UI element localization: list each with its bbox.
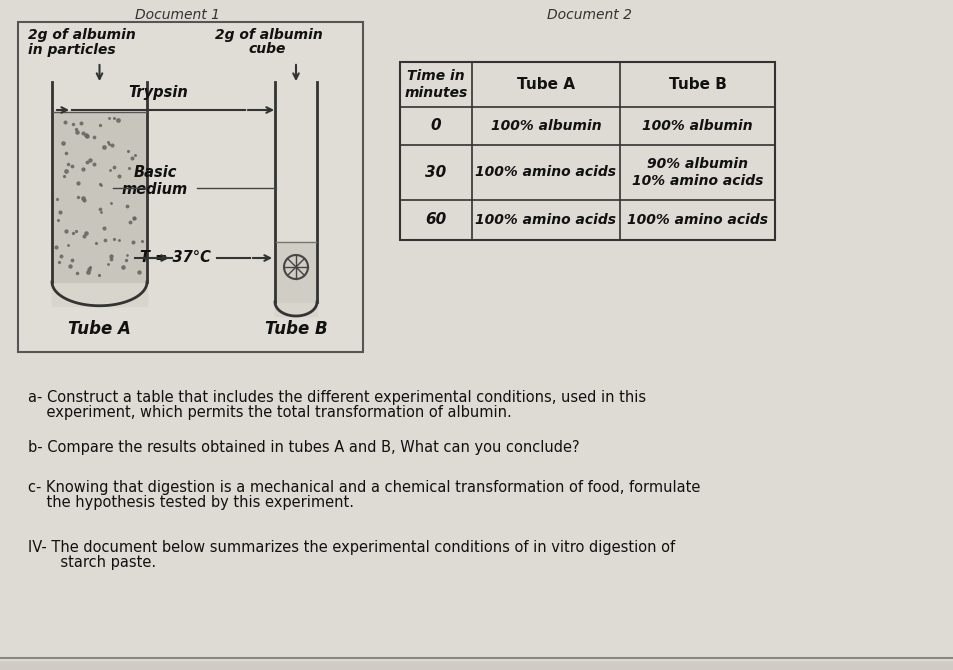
Text: 2g of albumin: 2g of albumin bbox=[214, 28, 322, 42]
Text: 100% amino acids: 100% amino acids bbox=[475, 213, 616, 227]
Text: IV- The document below summarizes the experimental conditions of in vitro digest: IV- The document below summarizes the ex… bbox=[28, 540, 675, 555]
Text: Document 1: Document 1 bbox=[135, 8, 220, 22]
Text: 2g of albumin: 2g of albumin bbox=[28, 28, 135, 42]
Text: Time in
minutes: Time in minutes bbox=[404, 70, 467, 100]
Text: T = 37°C: T = 37°C bbox=[139, 251, 211, 265]
Text: 60: 60 bbox=[425, 212, 446, 228]
Text: b- Compare the results obtained in tubes A and B, What can you conclude?: b- Compare the results obtained in tubes… bbox=[28, 440, 579, 455]
Text: Tube A: Tube A bbox=[68, 320, 131, 338]
Text: Tube A: Tube A bbox=[517, 77, 575, 92]
Text: 100% albumin: 100% albumin bbox=[490, 119, 600, 133]
Bar bbox=[399, 62, 774, 240]
Text: the hypothesis tested by this experiment.: the hypothesis tested by this experiment… bbox=[28, 495, 354, 510]
Text: 100% amino acids: 100% amino acids bbox=[475, 165, 616, 180]
Text: starch paste.: starch paste. bbox=[28, 555, 156, 570]
Text: 0: 0 bbox=[430, 119, 441, 133]
Text: Document 2: Document 2 bbox=[547, 8, 632, 22]
Text: cube: cube bbox=[248, 42, 285, 56]
Text: Basic: Basic bbox=[133, 165, 176, 180]
Text: Tube B: Tube B bbox=[668, 77, 725, 92]
Bar bbox=[18, 22, 363, 352]
Text: 100% albumin: 100% albumin bbox=[641, 119, 752, 133]
Text: a- Construct a table that includes the different experimental conditions, used i: a- Construct a table that includes the d… bbox=[28, 390, 645, 405]
Text: c- Knowing that digestion is a mechanical and a chemical transformation of food,: c- Knowing that digestion is a mechanica… bbox=[28, 480, 700, 495]
Text: 100% amino acids: 100% amino acids bbox=[626, 213, 767, 227]
Text: Trypsin: Trypsin bbox=[129, 85, 188, 100]
Text: medium: medium bbox=[122, 182, 188, 197]
Text: experiment, which permits the total transformation of albumin.: experiment, which permits the total tran… bbox=[28, 405, 511, 420]
Text: in particles: in particles bbox=[28, 43, 115, 57]
Bar bbox=[275, 242, 315, 302]
Text: Tube B: Tube B bbox=[264, 320, 327, 338]
Text: 30: 30 bbox=[425, 165, 446, 180]
Text: 90% albumin
10% amino acids: 90% albumin 10% amino acids bbox=[631, 157, 762, 188]
Bar bbox=[53, 112, 146, 282]
